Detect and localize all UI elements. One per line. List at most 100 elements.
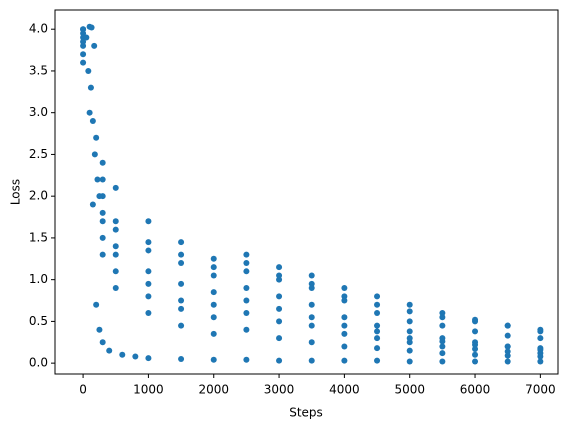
point <box>99 251 106 258</box>
point <box>210 289 217 296</box>
point <box>504 348 511 355</box>
point <box>276 293 283 300</box>
point <box>80 38 87 45</box>
point <box>308 357 315 364</box>
point <box>145 247 152 254</box>
point <box>80 26 87 33</box>
point <box>80 30 87 37</box>
point <box>112 251 119 258</box>
plot-frame <box>54 9 559 375</box>
point <box>276 264 283 271</box>
point <box>472 328 479 335</box>
point <box>276 357 283 364</box>
point <box>112 184 119 191</box>
x-tick-label: 1000 <box>133 383 164 397</box>
point <box>94 176 101 183</box>
point <box>80 51 87 58</box>
point <box>406 318 413 325</box>
point <box>276 305 283 312</box>
point <box>308 285 315 292</box>
point <box>504 343 511 350</box>
point <box>119 351 126 358</box>
point <box>341 343 348 350</box>
point <box>406 335 413 342</box>
x-tick-label: 4000 <box>329 383 360 397</box>
x-tick-label: 6000 <box>460 383 491 397</box>
point <box>80 59 87 66</box>
point <box>145 310 152 317</box>
point <box>472 351 479 358</box>
point <box>406 347 413 354</box>
point <box>439 314 446 321</box>
point <box>91 42 98 49</box>
point <box>276 335 283 342</box>
point <box>178 305 185 312</box>
point <box>276 272 283 279</box>
point <box>178 239 185 246</box>
point <box>472 358 479 365</box>
point <box>374 345 381 352</box>
x-tick-label: 5000 <box>394 383 425 397</box>
point <box>85 67 92 74</box>
point <box>86 109 93 116</box>
point <box>87 84 94 91</box>
point <box>537 358 544 365</box>
point <box>93 134 100 141</box>
point <box>83 34 90 41</box>
point <box>112 285 119 292</box>
point <box>308 322 315 329</box>
point <box>341 293 348 300</box>
point <box>374 301 381 308</box>
point <box>210 330 217 337</box>
y-tick-label: 3.0 <box>29 105 48 119</box>
point <box>210 356 217 363</box>
point <box>89 201 96 208</box>
point <box>341 322 348 329</box>
point <box>439 358 446 365</box>
point <box>308 301 315 308</box>
point <box>504 332 511 339</box>
point <box>406 339 413 346</box>
point <box>210 301 217 308</box>
x-tick-label: 3000 <box>264 383 295 397</box>
point <box>145 355 152 362</box>
point <box>374 328 381 335</box>
point <box>80 42 87 49</box>
point <box>308 280 315 287</box>
x-axis-label: Steps <box>289 406 323 420</box>
point <box>96 326 103 333</box>
point <box>472 316 479 323</box>
point <box>374 322 381 329</box>
point <box>504 358 511 365</box>
point <box>537 346 544 353</box>
point <box>210 272 217 279</box>
point <box>112 268 119 275</box>
y-axis-label: Loss <box>9 179 23 205</box>
point <box>178 251 185 258</box>
y-tick-label: 2.5 <box>29 147 48 161</box>
y-tick-label: 4.0 <box>29 22 48 36</box>
x-tick-label: 7000 <box>525 383 556 397</box>
point <box>145 218 152 225</box>
point <box>145 268 152 275</box>
point <box>99 176 106 183</box>
point <box>406 308 413 315</box>
point <box>439 350 446 357</box>
point <box>112 218 119 225</box>
point <box>89 118 96 125</box>
point <box>178 297 185 304</box>
point <box>99 234 106 241</box>
point <box>276 318 283 325</box>
point <box>145 239 152 246</box>
point <box>210 264 217 271</box>
y-tick-label: 0.5 <box>29 314 48 328</box>
point <box>406 328 413 335</box>
point <box>243 251 250 258</box>
point <box>243 356 250 363</box>
point <box>243 259 250 266</box>
point <box>341 297 348 304</box>
point <box>132 353 139 360</box>
point <box>439 310 446 317</box>
point <box>472 345 479 352</box>
point <box>145 280 152 287</box>
